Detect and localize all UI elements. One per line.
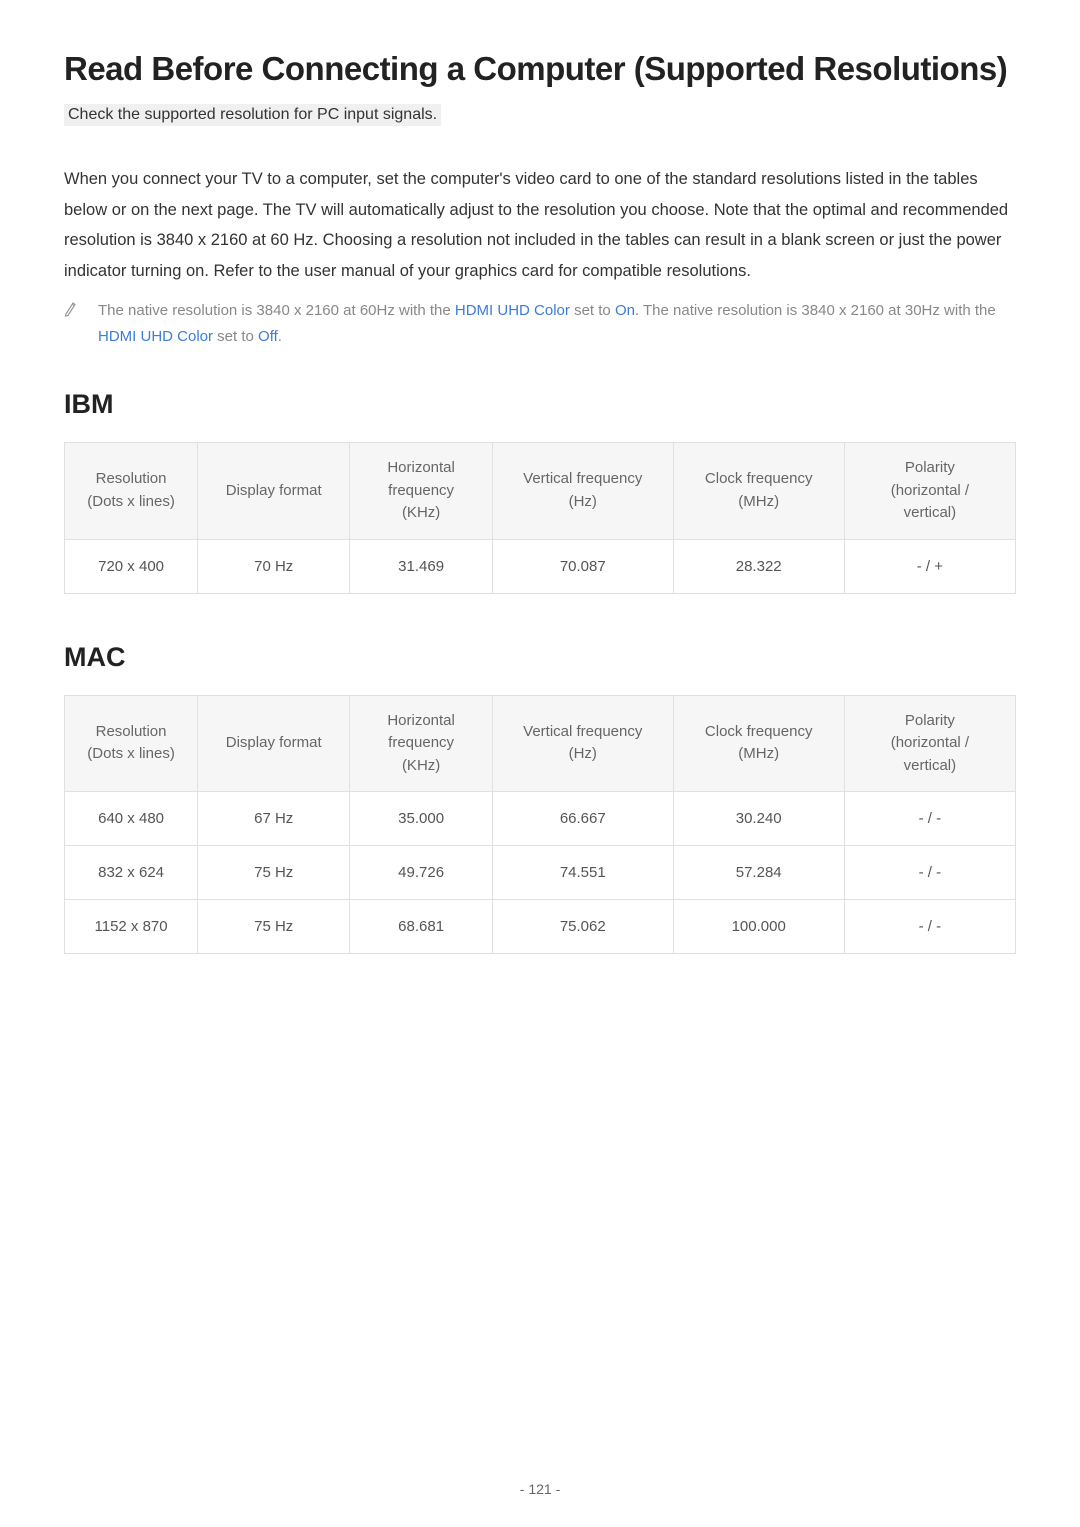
- cell-polarity: - / -: [844, 792, 1015, 846]
- cell-resolution: 1152 x 870: [65, 900, 198, 954]
- cell-polarity: - / +: [844, 539, 1015, 593]
- section-mac: MAC Resolution(Dots x lines) Display for…: [64, 642, 1016, 955]
- th-resolution: Resolution(Dots x lines): [65, 443, 198, 540]
- cell-hfreq: 68.681: [350, 900, 493, 954]
- link-off: Off: [258, 328, 278, 345]
- cell-format: 67 Hz: [198, 792, 350, 846]
- cell-polarity: - / -: [844, 900, 1015, 954]
- th-resolution: Resolution(Dots x lines): [65, 695, 198, 792]
- link-hdmi-uhd-color-2: HDMI UHD Color: [98, 328, 213, 345]
- th-display-format: Display format: [198, 695, 350, 792]
- table-mac: Resolution(Dots x lines) Display format …: [64, 695, 1016, 955]
- page-number: - 121 -: [0, 1481, 1080, 1497]
- th-horizontal-freq: Horizontalfrequency(KHz): [350, 695, 493, 792]
- page-title: Read Before Connecting a Computer (Suppo…: [64, 50, 1016, 88]
- th-vertical-freq: Vertical frequency(Hz): [492, 443, 673, 540]
- note-row: The native resolution is 3840 x 2160 at …: [64, 298, 1016, 349]
- table-header-row: Resolution(Dots x lines) Display format …: [65, 443, 1016, 540]
- cell-vfreq: 75.062: [492, 900, 673, 954]
- section-title-mac: MAC: [64, 642, 1016, 673]
- table-ibm: Resolution(Dots x lines) Display format …: [64, 442, 1016, 594]
- link-on: On: [615, 302, 635, 319]
- cell-clock: 57.284: [673, 846, 844, 900]
- cell-vfreq: 70.087: [492, 539, 673, 593]
- th-display-format: Display format: [198, 443, 350, 540]
- th-horizontal-freq: Horizontalfrequency(KHz): [350, 443, 493, 540]
- link-hdmi-uhd-color-1: HDMI UHD Color: [455, 302, 570, 319]
- cell-resolution: 640 x 480: [65, 792, 198, 846]
- cell-clock: 28.322: [673, 539, 844, 593]
- cell-polarity: - / -: [844, 846, 1015, 900]
- cell-clock: 100.000: [673, 900, 844, 954]
- cell-resolution: 720 x 400: [65, 539, 198, 593]
- th-polarity: Polarity(horizontal /vertical): [844, 443, 1015, 540]
- th-polarity: Polarity(horizontal /vertical): [844, 695, 1015, 792]
- cell-resolution: 832 x 624: [65, 846, 198, 900]
- page-subtitle: Check the supported resolution for PC in…: [64, 104, 441, 126]
- section-ibm: IBM Resolution(Dots x lines) Display for…: [64, 389, 1016, 594]
- cell-format: 70 Hz: [198, 539, 350, 593]
- table-row: 1152 x 870 75 Hz 68.681 75.062 100.000 -…: [65, 900, 1016, 954]
- cell-vfreq: 74.551: [492, 846, 673, 900]
- cell-clock: 30.240: [673, 792, 844, 846]
- cell-format: 75 Hz: [198, 900, 350, 954]
- intro-paragraph: When you connect your TV to a computer, …: [64, 164, 1016, 286]
- note-text: The native resolution is 3840 x 2160 at …: [98, 298, 1016, 349]
- table-header-row: Resolution(Dots x lines) Display format …: [65, 695, 1016, 792]
- th-vertical-freq: Vertical frequency(Hz): [492, 695, 673, 792]
- cell-vfreq: 66.667: [492, 792, 673, 846]
- table-row: 720 x 400 70 Hz 31.469 70.087 28.322 - /…: [65, 539, 1016, 593]
- pencil-icon: [64, 300, 78, 318]
- table-row: 832 x 624 75 Hz 49.726 74.551 57.284 - /…: [65, 846, 1016, 900]
- cell-hfreq: 31.469: [350, 539, 493, 593]
- cell-hfreq: 49.726: [350, 846, 493, 900]
- th-clock-freq: Clock frequency(MHz): [673, 695, 844, 792]
- cell-format: 75 Hz: [198, 846, 350, 900]
- table-row: 640 x 480 67 Hz 35.000 66.667 30.240 - /…: [65, 792, 1016, 846]
- cell-hfreq: 35.000: [350, 792, 493, 846]
- section-title-ibm: IBM: [64, 389, 1016, 420]
- th-clock-freq: Clock frequency(MHz): [673, 443, 844, 540]
